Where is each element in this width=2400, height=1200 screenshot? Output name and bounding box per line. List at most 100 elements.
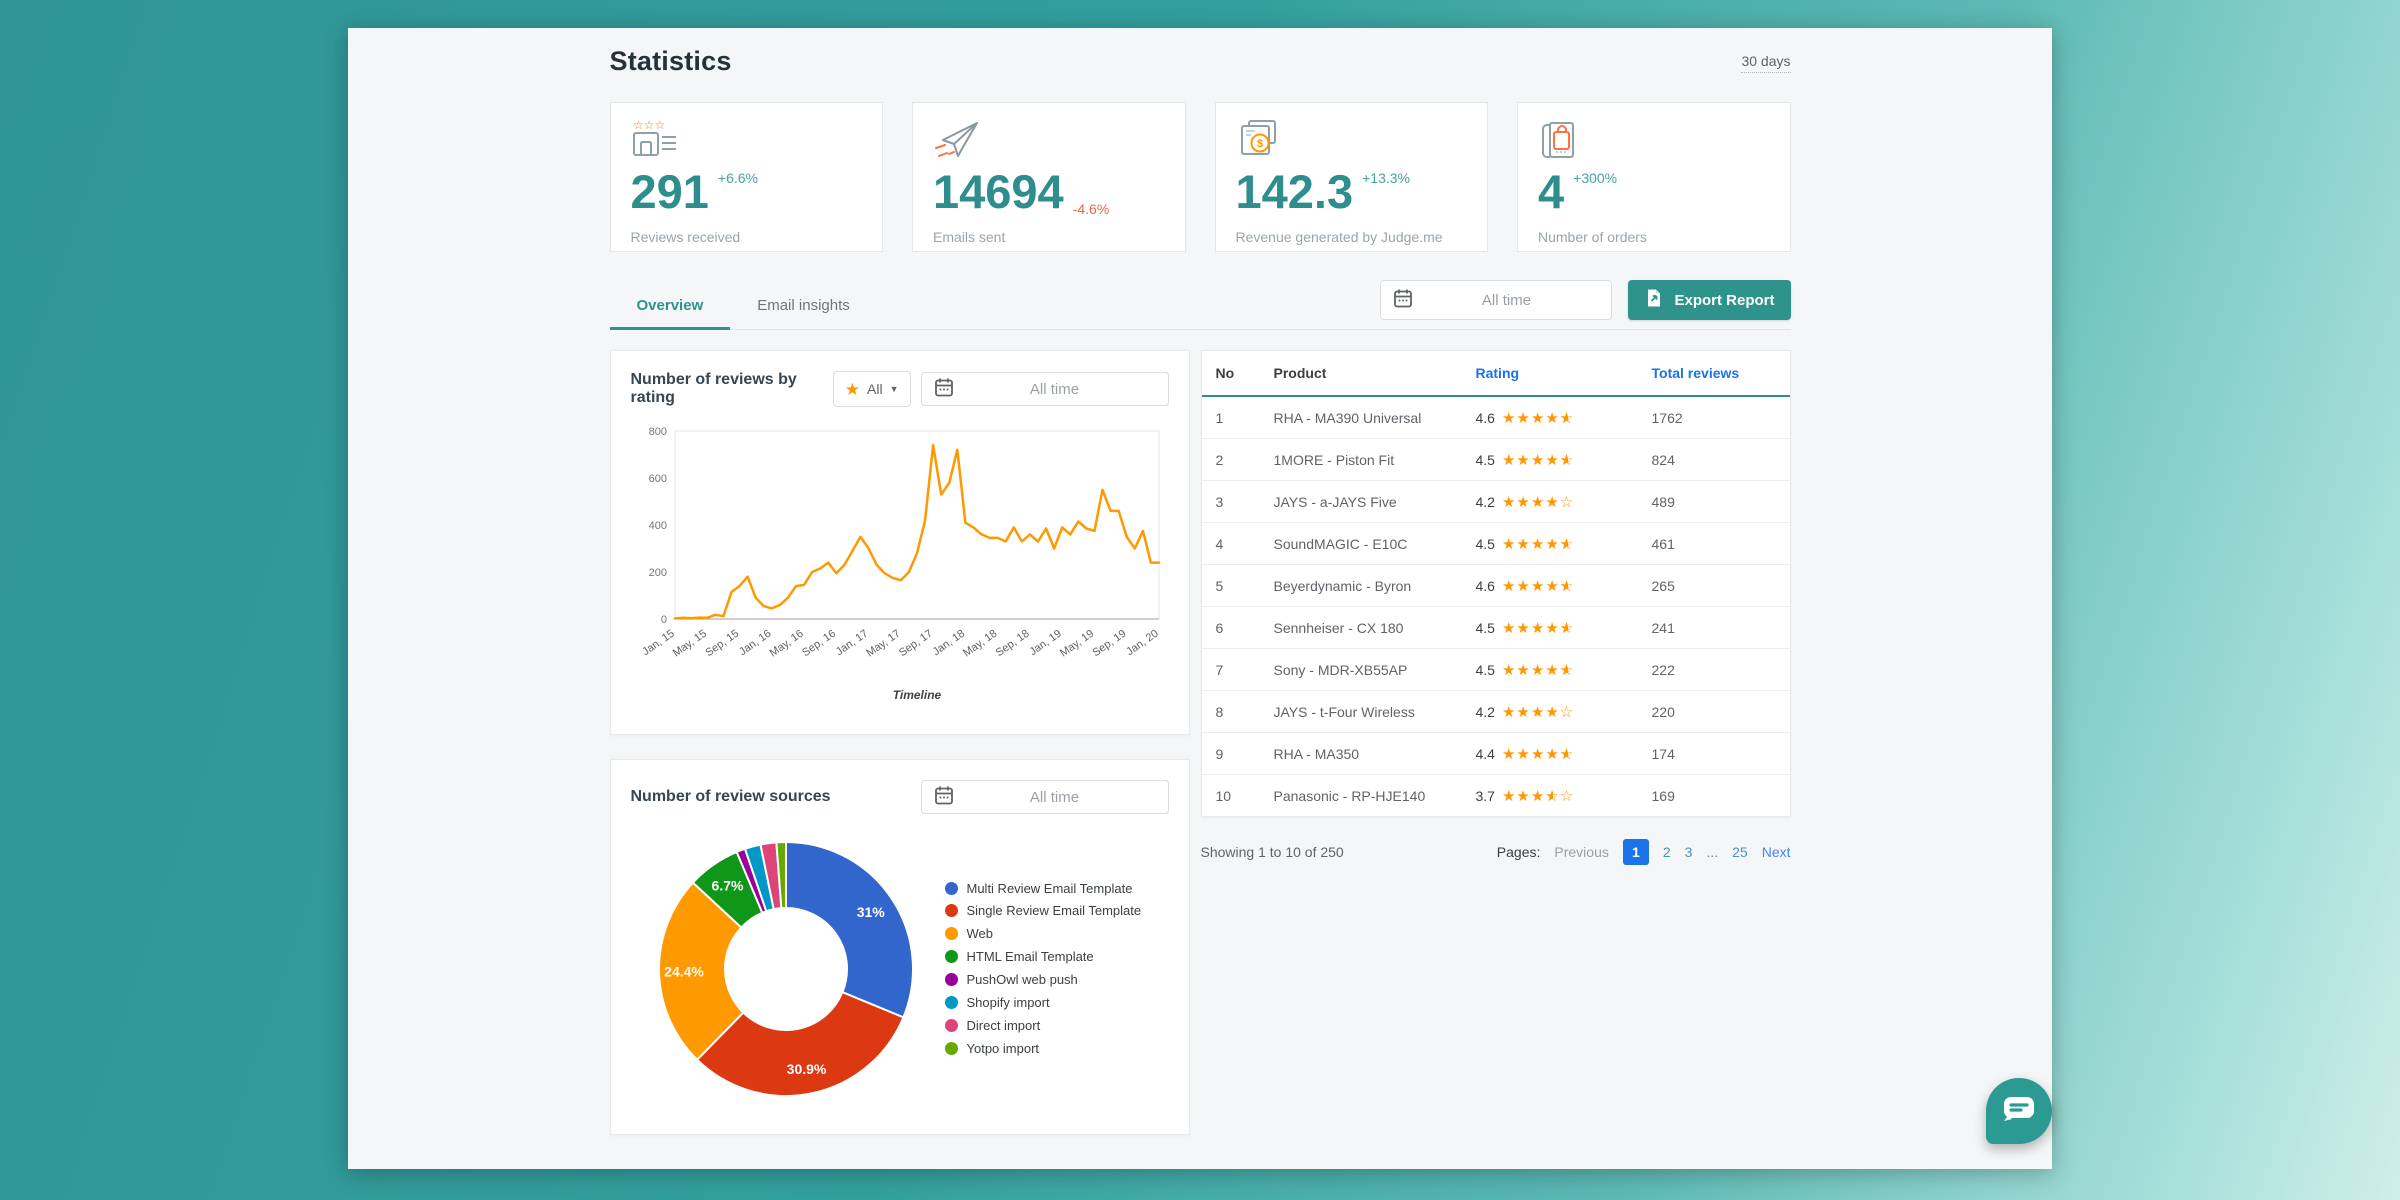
legend-label: HTML Email Template (966, 949, 1094, 965)
star-full-icon: ★ (1545, 703, 1560, 721)
calendar-icon (1393, 288, 1413, 313)
donut-slice-yotpo-import[interactable] (774, 840, 787, 910)
rating-stars: ★★★★ ★ ☆ (1502, 535, 1574, 553)
page-number-links: 1 2 3... 25 (1622, 839, 1748, 865)
svg-text:May, 16: May, 16 (767, 628, 805, 660)
legend-item-pushowl-web-push[interactable]: PushOwl web push (944, 971, 1163, 990)
donut-slice-label: 31% (856, 904, 885, 920)
toolbar: All time Export Report (1380, 280, 1791, 320)
export-file-icon (1644, 288, 1664, 312)
stat-main: 4 +300% (1538, 167, 1770, 223)
column-header-product: Product (1273, 365, 1327, 381)
rating-stars: ★★★★ ★ ☆ (1502, 409, 1574, 427)
period-selector[interactable]: 30 days (1741, 53, 1791, 73)
rating-stars: ★★★★ ★ ☆ (1502, 577, 1574, 595)
star-empty-icon: ☆ (1559, 787, 1575, 805)
star-full-icon: ★ (1530, 409, 1546, 427)
star-full-icon: ★ (1545, 409, 1560, 427)
svg-text:0: 0 (660, 614, 666, 626)
star-full-icon: ★ (1545, 619, 1560, 637)
donut-slice-multi-review-email-template[interactable] (784, 840, 914, 1019)
legend-item-direct-import[interactable]: Direct import (944, 1017, 1163, 1036)
svg-text:800: 800 (648, 426, 666, 438)
page-link-2[interactable]: 2 (1662, 844, 1671, 860)
next-page-link[interactable]: Next (1761, 844, 1791, 860)
donut-slice-single-review-email-template[interactable] (695, 990, 905, 1097)
legend-item-yotpo-import[interactable]: Yotpo import (944, 1040, 1163, 1059)
rating-value: 4.5 (1475, 661, 1495, 678)
sources-chart-title: Number of review sources (630, 788, 831, 805)
legend-item-multi-review-email-template[interactable]: Multi Review Email Template (944, 880, 1163, 899)
star-full-icon: ★ (1530, 619, 1546, 637)
legend-dot (944, 927, 958, 941)
column-header-rating[interactable]: Rating (1475, 365, 1520, 381)
star-empty-icon: ☆ (1559, 493, 1575, 511)
star-rating-filter[interactable]: ★ All ▼ (832, 371, 911, 407)
svg-text:May, 15: May, 15 (670, 628, 708, 660)
star-full-icon: ★ (1545, 535, 1560, 553)
rating-stars: ★★★★ ★ ☆ (1502, 745, 1574, 763)
donut-slice-label: 24.4% (664, 963, 704, 979)
star-full-icon: ★ (1530, 661, 1546, 679)
cell-no: 9 (1215, 745, 1224, 762)
cell-total-reviews: 174 (1651, 745, 1675, 762)
export-report-button[interactable]: Export Report (1628, 280, 1791, 320)
reviews-chart-date-picker[interactable]: All time (920, 372, 1169, 406)
page-link-3[interactable]: 3 (1684, 844, 1693, 860)
table-row: 6 Sennheiser - CX 180 4.5 ★★★★ ★ ☆ 241 (1201, 607, 1790, 649)
svg-text:Sep, 17: Sep, 17 (896, 628, 934, 660)
previous-page-link[interactable]: Previous (1554, 844, 1609, 860)
global-date-range-picker[interactable]: All time (1380, 280, 1613, 320)
sources-chart-date-picker[interactable]: All time (920, 780, 1169, 814)
pagination-controls: Pages: Previous 1 2 3... 25 Next (1497, 839, 1791, 865)
star-empty-icon: ☆ (1559, 703, 1575, 721)
reviews-line-chart: 0 200 400 600 800 Jan, 15 May, 15 Sep, 15 Jan, 1… (631, 421, 1169, 726)
table-row: 9 RHA - MA350 4.4 ★★★★ ★ ☆ 174 (1201, 733, 1790, 775)
svg-text:May, 18: May, 18 (961, 628, 999, 660)
star-full-icon: ★ (1501, 409, 1517, 427)
cell-product: JAYS - a-JAYS Five (1273, 493, 1397, 510)
svg-text:☆☆☆: ☆☆☆ (633, 119, 665, 132)
cell-product: RHA - MA350 (1273, 745, 1360, 762)
star-full-icon: ★ (1501, 703, 1517, 721)
chat-widget-button[interactable] (1986, 1078, 2052, 1144)
donut-slice-web[interactable] (657, 881, 745, 1062)
legend-item-single-review-email-template[interactable]: Single Review Email Template (944, 902, 1163, 921)
rating-stars: ★★★★ ★ ☆ (1502, 451, 1574, 469)
stat-card-emails-sent: 14694 -4.6% Emails sent (912, 102, 1186, 252)
svg-text:Jan, 20: Jan, 20 (1124, 628, 1160, 659)
svg-text:200: 200 (648, 567, 666, 579)
page-ellipsis: ... (1706, 844, 1719, 860)
page-link-25[interactable]: 25 (1732, 844, 1748, 860)
legend-label: Direct import (966, 1017, 1041, 1033)
cell-rating: 4.6 ★★★★ ★ ☆ (1476, 577, 1652, 595)
star-full-icon: ★ (1530, 577, 1546, 595)
column-header-total-reviews[interactable]: Total reviews (1651, 365, 1740, 381)
svg-text:Jan, 16: Jan, 16 (737, 628, 773, 659)
star-full-icon: ★ (1530, 535, 1546, 553)
cell-product: Panasonic - RP-HJE140 (1273, 787, 1426, 804)
stat-delta: +13.3% (1362, 170, 1410, 186)
legend-item-web[interactable]: Web (944, 925, 1163, 944)
cell-rating: 4.5 ★★★★ ★ ☆ (1476, 619, 1652, 637)
tab-overview[interactable]: Overview (609, 284, 731, 330)
table-row: 2 1MORE - Piston Fit 4.5 ★★★★ ★ ☆ 824 (1201, 439, 1790, 481)
cell-product: Sony - MDR-XB55AP (1273, 661, 1408, 678)
page-link-1[interactable]: 1 (1622, 839, 1649, 865)
tab-email-insights[interactable]: Email insights (757, 297, 850, 314)
stat-card-reviews-received: ☆☆☆ 291 +6.6% Reviews received (609, 102, 883, 252)
star-half-icon: ★ ☆ (1559, 577, 1575, 595)
star-full-icon: ★ (1516, 577, 1531, 595)
donut-legend: Multi Review Email Template Single Review… (944, 876, 1163, 1063)
cell-rating: 4.5 ★★★★ ★ ☆ (1476, 451, 1652, 469)
cell-total-reviews: 265 (1651, 577, 1675, 594)
legend-item-shopify-import[interactable]: Shopify import (944, 994, 1163, 1013)
reviews-chart-title: Number of reviews by rating (630, 371, 797, 406)
tab-bar: Overview Email insights (609, 284, 877, 330)
legend-item-html-email-template[interactable]: HTML Email Template (944, 948, 1163, 967)
svg-text:Sep, 19: Sep, 19 (1090, 628, 1128, 660)
stat-label: Reviews received (630, 229, 741, 245)
svg-text:Sep, 18: Sep, 18 (993, 628, 1031, 660)
stat-main: 291 +6.6% (631, 167, 863, 223)
legend-label: Web (966, 926, 994, 942)
